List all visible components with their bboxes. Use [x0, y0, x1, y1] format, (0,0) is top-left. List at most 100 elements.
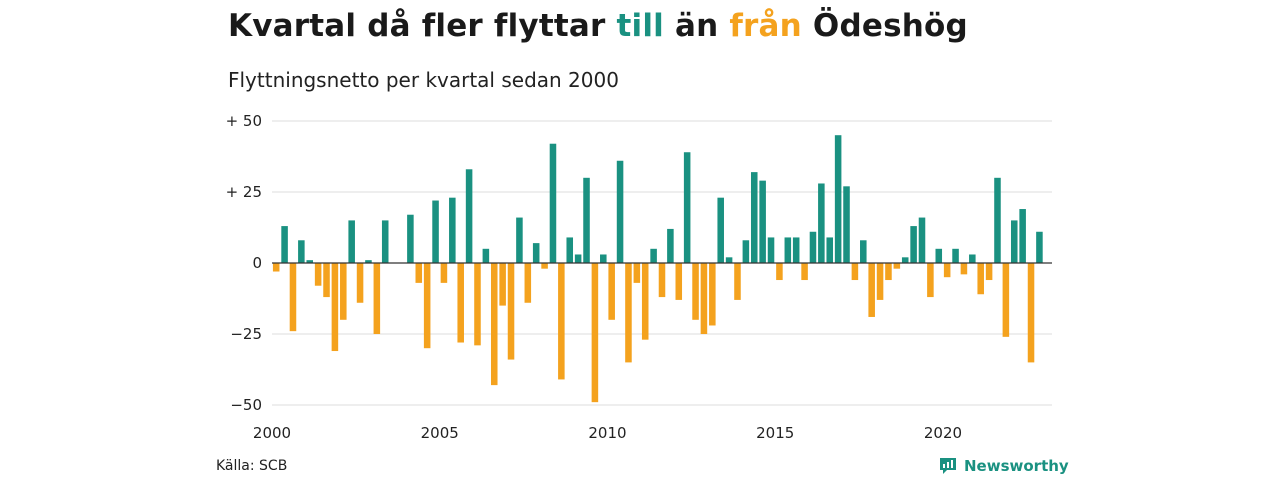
bar: [591, 263, 599, 403]
title-word-till: till: [616, 8, 664, 44]
bar: [960, 263, 968, 275]
bar: [407, 214, 414, 263]
bar: [432, 200, 439, 263]
bar: [776, 263, 783, 281]
bar: [683, 152, 691, 263]
bar: [449, 197, 456, 263]
bar: [910, 226, 917, 263]
bar: [499, 263, 506, 306]
x-tick-label: 2015: [756, 424, 794, 442]
bar: [650, 248, 657, 263]
bar: [851, 263, 859, 281]
bar: [490, 263, 498, 386]
bar: [1027, 263, 1035, 363]
bar: [977, 263, 984, 295]
bar: [323, 263, 330, 298]
bar: [750, 172, 758, 263]
y-tick-label: −25: [230, 325, 262, 343]
source-note: Källa: SCB: [216, 458, 288, 474]
bar: [1036, 231, 1043, 263]
bar: [272, 263, 280, 272]
bar: [415, 263, 423, 283]
bar: [625, 263, 632, 363]
bar: [927, 263, 934, 298]
bar: [507, 263, 515, 360]
bar: [818, 183, 825, 263]
x-tick-label: 2010: [588, 424, 626, 442]
bar: [289, 263, 297, 332]
bar: [574, 254, 582, 263]
title-word-fran: från: [729, 8, 802, 44]
bar: [373, 263, 381, 334]
bar: [784, 237, 792, 263]
bar: [331, 263, 339, 352]
bar: [566, 237, 574, 263]
bar: [381, 220, 389, 263]
bar: [524, 263, 532, 303]
bar: [306, 260, 314, 263]
bar: [709, 263, 716, 326]
bar: [725, 257, 733, 263]
bar: [583, 177, 590, 263]
bar: [474, 263, 481, 346]
bar: [834, 135, 842, 263]
bar: [365, 260, 372, 263]
bar: [423, 263, 431, 349]
bar: [549, 143, 557, 263]
bar: [532, 243, 540, 263]
bar: [356, 263, 364, 303]
bar: [558, 263, 565, 380]
brand-name: Newsworthy: [964, 457, 1069, 475]
bar: [809, 231, 817, 263]
bar: [717, 197, 724, 263]
bar: [952, 248, 959, 263]
bar: [348, 220, 355, 263]
title-part-2: än: [663, 8, 730, 44]
chart-subtitle: Flyttningsnetto per kvartal sedan 2000: [228, 68, 619, 92]
bar: [742, 240, 750, 263]
bar: [826, 237, 834, 263]
y-tick-label: + 50: [226, 112, 262, 130]
title-part-1: Kvartal då fler flyttar: [228, 8, 617, 44]
bar: [876, 263, 884, 300]
bar: [860, 240, 867, 263]
bar: [985, 263, 993, 281]
bar: [759, 180, 766, 263]
bar: [935, 248, 943, 263]
bar: [516, 217, 523, 263]
bar: [1019, 209, 1026, 263]
bar: [994, 177, 1001, 263]
x-tick-label: 2020: [924, 424, 962, 442]
bar: [281, 226, 288, 263]
y-tick-label: 0: [252, 254, 262, 272]
bar: [767, 237, 775, 263]
newsworthy-logo-icon: [940, 458, 956, 474]
bar: [901, 257, 909, 263]
bar: [692, 263, 699, 320]
bar: [633, 263, 641, 283]
bar: [969, 254, 976, 263]
bar: [885, 263, 892, 281]
bar: [801, 263, 808, 281]
y-tick-label: −50: [230, 396, 262, 414]
bar: [918, 217, 926, 263]
bar: [843, 186, 850, 263]
bar: [440, 263, 448, 283]
bar: [298, 240, 305, 263]
y-tick-label: + 25: [226, 183, 262, 201]
bar: [340, 263, 347, 320]
bar: [616, 160, 624, 263]
x-tick-label: 2000: [253, 424, 291, 442]
bar: [943, 263, 951, 278]
bar: [1002, 263, 1010, 337]
bar: [541, 263, 548, 269]
bar: [641, 263, 649, 340]
bar: [465, 169, 473, 263]
brand-logo: Newsworthy: [938, 456, 1069, 476]
bar: [608, 263, 615, 320]
bar: [658, 263, 666, 298]
bar: [600, 254, 607, 263]
title-part-3: Ödeshög: [801, 8, 968, 44]
bar: [734, 263, 741, 300]
